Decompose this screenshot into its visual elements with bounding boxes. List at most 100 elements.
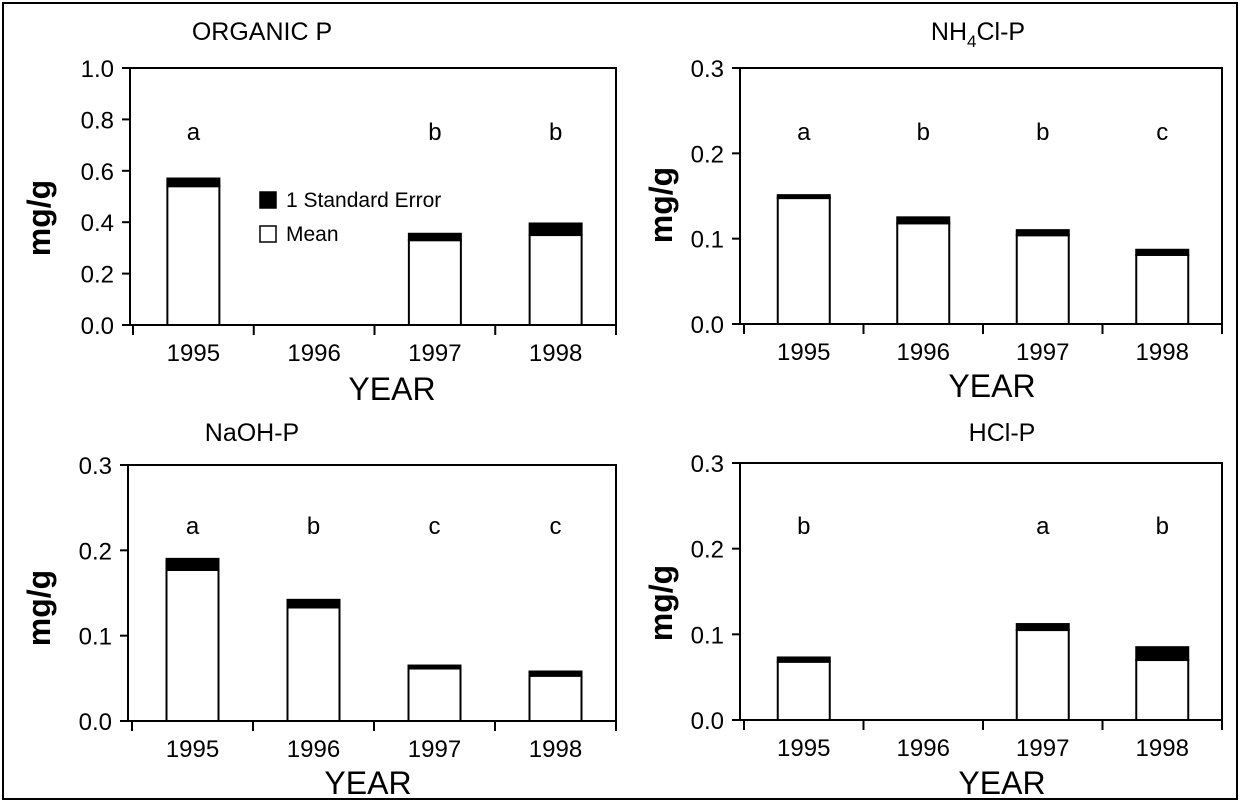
bar-error [896, 216, 951, 225]
bar-error [1135, 248, 1190, 256]
x-axis-label: YEAR [324, 765, 411, 801]
y-tick-label: 0.4 [81, 210, 114, 237]
bar-error [286, 598, 341, 609]
significance-label: a [187, 119, 201, 146]
x-tick-label: 1996 [287, 736, 340, 763]
significance-label: c [1156, 119, 1168, 146]
significance-label: b [797, 513, 810, 540]
plot-frame [127, 464, 617, 722]
y-tick-label: 0.0 [79, 709, 112, 736]
y-tick-label: 0.1 [79, 624, 112, 651]
bar-mean [407, 666, 462, 722]
significance-label: b [428, 119, 441, 146]
bar-error [528, 670, 583, 677]
bar-mean [286, 606, 341, 722]
x-tick-label: 1997 [1016, 735, 1069, 762]
bar-error [776, 656, 831, 663]
bar-mean [776, 660, 831, 721]
bar-mean [1135, 659, 1190, 721]
significance-label: b [549, 119, 562, 146]
legend: 1 Standard Error Mean [259, 189, 441, 246]
y-tick-label: 0.0 [691, 708, 724, 735]
significance-label: b [307, 513, 320, 540]
y-axis-label: mg/g [21, 570, 57, 646]
panel-3: 0.0 0.1 0.2 0.3 1995 a 1996 b 1997 c 1998 c NaOH-P mg… [21, 419, 617, 801]
x-tick-label: 1996 [897, 735, 950, 762]
x-tick-label: 1998 [529, 736, 582, 763]
y-tick-label: 0.2 [81, 262, 114, 289]
x-axis-label: YEAR [348, 371, 435, 407]
x-tick-label: 1998 [529, 340, 582, 367]
bar-mean [1135, 253, 1190, 326]
bar-error [1015, 229, 1070, 237]
y-tick-label: 0.6 [81, 159, 114, 186]
bar-mean [1015, 629, 1070, 721]
x-tick-label: 1995 [777, 339, 830, 366]
significance-label: c [429, 513, 441, 540]
panel-2: 0.0 0.1 0.2 0.3 1995 a 1996 b 1997 b 1998 c NH4Cl-P m… [643, 18, 1223, 404]
x-tick-label: 1998 [1136, 339, 1189, 366]
y-tick-label: 0.3 [691, 451, 724, 478]
x-tick-label: 1998 [1136, 735, 1189, 762]
bar-mean [1015, 234, 1070, 325]
bar-error [528, 222, 583, 237]
legend-label-mean: Mean [286, 223, 339, 246]
x-tick-label: 1997 [408, 340, 461, 367]
bar-mean [165, 568, 220, 723]
y-tick-label: 0.0 [81, 313, 114, 340]
y-tick-label: 0.2 [691, 141, 724, 168]
bar-error [165, 557, 220, 571]
panel-4: 0.0 0.1 0.2 0.3 1995 b 1996 1997 a 1998 b HCl-P mg/g… [643, 419, 1223, 801]
bar-mean [528, 674, 583, 722]
bar-error [407, 232, 462, 242]
plot-frame [739, 462, 1223, 721]
y-tick-label: 0.3 [691, 56, 724, 83]
significance-label: b [917, 119, 930, 146]
x-tick-label: 1996 [897, 339, 950, 366]
y-tick-label: 0.1 [691, 227, 724, 254]
chart-title: NaOH-P [205, 419, 299, 447]
x-tick-label: 1997 [408, 736, 461, 763]
legend-swatch-error [259, 191, 277, 209]
bar-mean [528, 234, 583, 326]
x-tick-label: 1995 [166, 736, 219, 763]
significance-label: a [797, 119, 811, 146]
y-axis-label: mg/g [21, 180, 57, 256]
chart-title: NH4Cl-P [931, 18, 1025, 51]
legend-swatch-mean [259, 225, 277, 243]
bar-mean [776, 196, 831, 325]
significance-label: b [1156, 513, 1169, 540]
y-tick-label: 0.1 [691, 622, 724, 649]
y-tick-label: 1.0 [81, 56, 114, 83]
significance-label: b [1036, 119, 1049, 146]
x-axis-label: YEAR [948, 368, 1035, 404]
y-tick-label: 0.2 [691, 537, 724, 564]
legend-label-error: 1 Standard Error [286, 189, 441, 212]
bar-error [1015, 623, 1070, 632]
bar-error [1135, 646, 1190, 662]
x-tick-label: 1996 [287, 340, 340, 367]
chart-title: HCl-P [969, 419, 1036, 447]
panel-1: 0.0 0.2 0.4 0.6 0.8 1.0 1995 a 1996 1997 b 1998 b ORG… [21, 18, 617, 407]
y-tick-label: 0.8 [81, 107, 114, 134]
y-tick-label: 0.3 [79, 453, 112, 480]
bar-error [407, 664, 462, 670]
bar-error [166, 177, 221, 188]
y-tick-label: 0.2 [79, 538, 112, 565]
y-axis-label: mg/g [643, 167, 679, 243]
x-tick-label: 1995 [167, 340, 220, 367]
significance-label: a [186, 513, 200, 540]
plot-frame [129, 67, 617, 326]
y-tick-label: 0.0 [691, 312, 724, 339]
plot-frame [739, 67, 1223, 325]
bar-mean [896, 222, 951, 326]
y-axis-label: mg/g [643, 565, 679, 641]
bar-mean [166, 185, 221, 326]
x-tick-label: 1995 [777, 735, 830, 762]
significance-label: a [1036, 513, 1050, 540]
x-axis-label: YEAR [958, 765, 1045, 801]
chart-title: ORGANIC P [192, 18, 332, 46]
x-tick-label: 1997 [1016, 339, 1069, 366]
